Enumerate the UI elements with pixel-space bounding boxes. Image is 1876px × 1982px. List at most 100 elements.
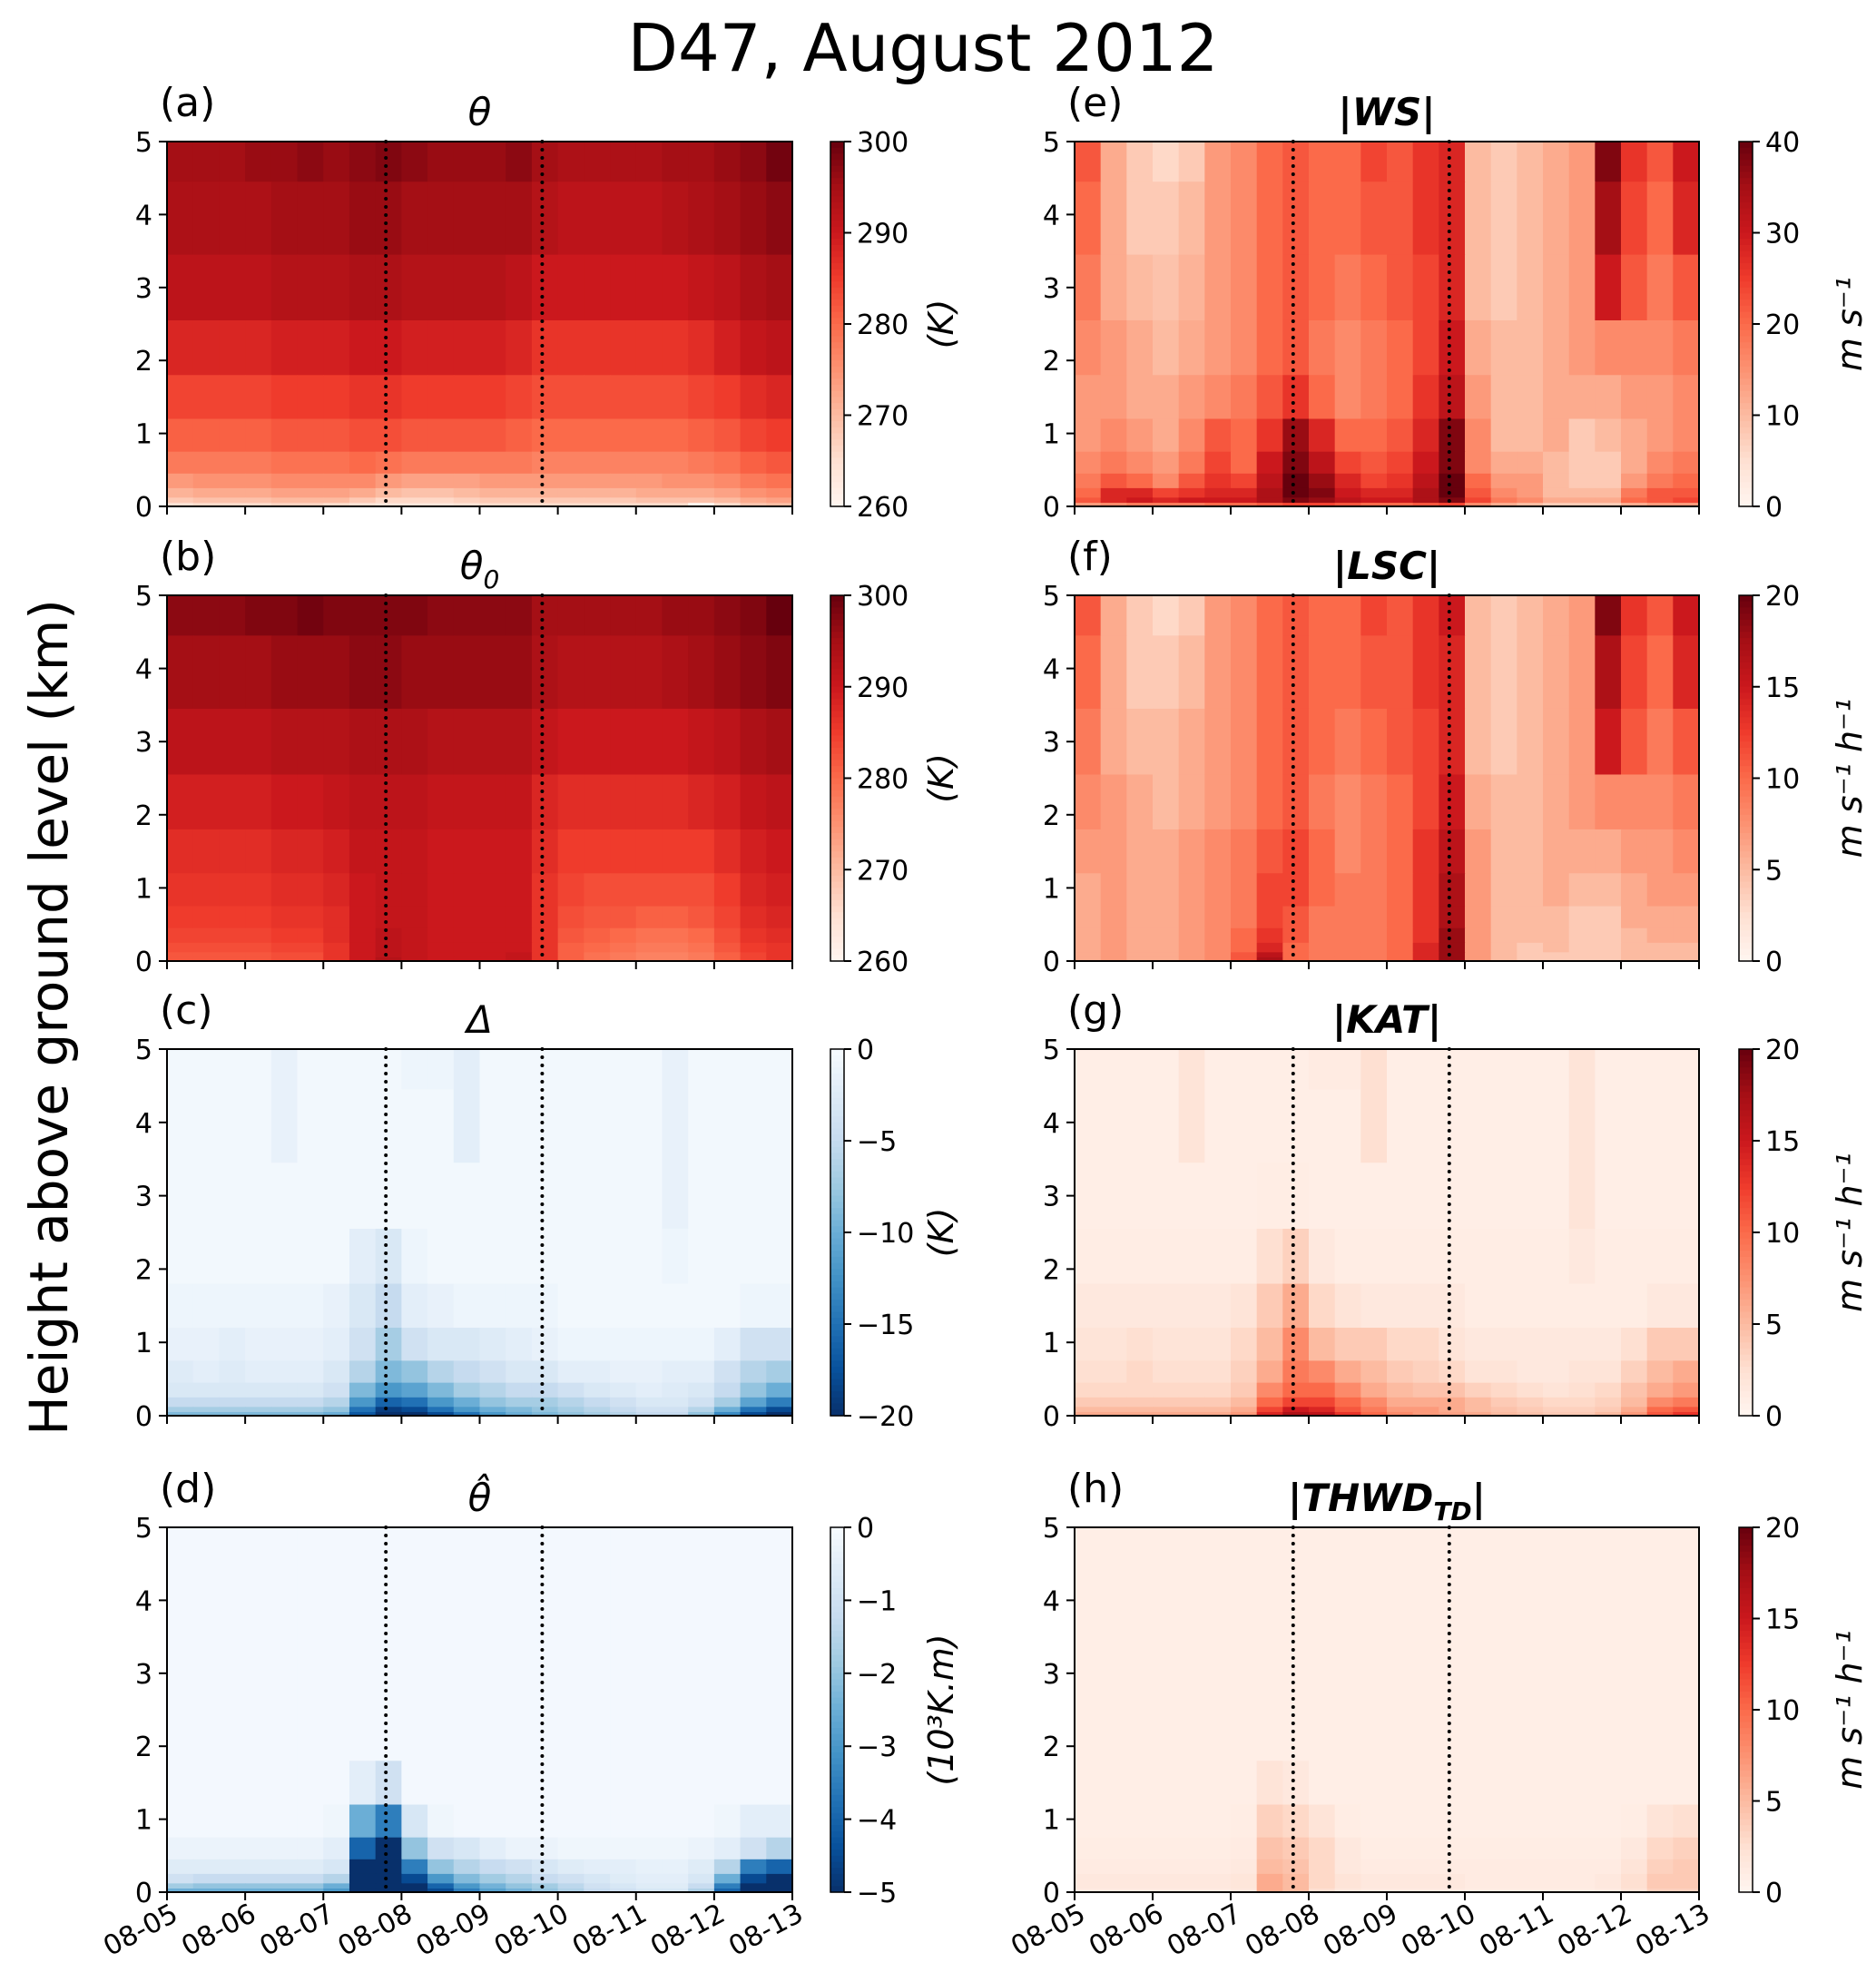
heatmap-cell — [713, 319, 742, 376]
colorbar-segment — [830, 948, 844, 956]
heatmap-cell — [1309, 1527, 1336, 1568]
colorbar-segment — [1739, 1557, 1753, 1565]
colorbar-segment — [830, 1679, 844, 1686]
heatmap-cell — [1309, 952, 1336, 958]
heatmap-cell — [401, 1328, 428, 1361]
heatmap-cell — [662, 829, 689, 874]
heatmap-cell — [270, 1049, 299, 1091]
heatmap-cell — [713, 873, 742, 908]
heatmap-cell — [1153, 829, 1180, 874]
heatmap-cell — [427, 1283, 455, 1329]
heatmap-cell — [1568, 1837, 1596, 1860]
colorbar-segment — [1739, 1183, 1753, 1191]
heatmap-cell — [1282, 487, 1310, 498]
heatmap-cell — [1646, 487, 1674, 498]
heatmap-cell — [479, 927, 506, 944]
heatmap-cell — [1231, 1328, 1258, 1361]
heatmap-cell — [1621, 1873, 1648, 1884]
heatmap-cell — [766, 182, 793, 256]
colorbar-segment — [1739, 1220, 1753, 1227]
colorbar-segment — [830, 1661, 844, 1668]
heatmap-cell — [401, 1283, 428, 1329]
colorbar-segment — [1739, 1879, 1753, 1887]
heatmap-cell — [401, 1640, 428, 1707]
heatmap-cell — [1412, 927, 1439, 944]
heatmap-cell — [453, 1382, 481, 1398]
heatmap-cell — [584, 142, 611, 182]
heatmap-cell — [531, 927, 559, 944]
colorbar-segment — [1739, 1391, 1753, 1398]
heatmap-cell — [766, 1407, 793, 1413]
heatmap-cell — [557, 1640, 584, 1707]
heatmap-cell — [531, 473, 559, 489]
heatmap-cell — [1282, 502, 1310, 507]
y-tick-label: 1 — [135, 1805, 152, 1837]
heatmap-cell — [1309, 774, 1336, 830]
heatmap-cell — [1334, 1407, 1361, 1413]
heatmap-cell — [1439, 1527, 1466, 1568]
heatmap-cell — [427, 473, 455, 489]
colorbar-segment — [1739, 348, 1753, 356]
heatmap-cell — [610, 873, 637, 908]
colorbar-segment — [830, 275, 844, 282]
x-tick-label: 08-06 — [176, 1898, 260, 1963]
heatmap-cell — [401, 1567, 428, 1642]
heatmap-cell — [1465, 142, 1492, 182]
heatmap-cell — [1517, 1883, 1544, 1889]
heatmap-cell — [584, 1705, 611, 1761]
heatmap-cell — [1231, 829, 1258, 874]
heatmap-cell — [1153, 319, 1180, 376]
heatmap-cell — [323, 502, 350, 507]
heatmap-cell — [479, 1527, 506, 1568]
heatmap-cell — [192, 873, 221, 908]
colorbar-segment — [830, 1244, 844, 1251]
heatmap-cell — [427, 1049, 455, 1091]
colorbar-segment — [1739, 372, 1753, 379]
heatmap-cell — [219, 451, 246, 475]
heatmap-cell — [688, 942, 715, 953]
heatmap-cell — [1387, 1837, 1414, 1860]
heatmap-cell — [1595, 142, 1622, 182]
heatmap-cell — [427, 1761, 455, 1806]
heatmap-cell — [610, 1328, 637, 1361]
colorbar-segment — [1739, 1673, 1753, 1681]
heatmap-cell — [688, 1382, 715, 1398]
colorbar-segment — [1739, 287, 1753, 295]
heatmap-cell — [635, 942, 663, 953]
heatmap-cell — [349, 1283, 377, 1329]
heatmap-cell — [427, 1228, 455, 1285]
colorbar-segment — [830, 1545, 844, 1553]
heatmap-cell — [479, 1089, 506, 1163]
heatmap-cell — [1309, 942, 1336, 953]
heatmap-cell — [766, 829, 793, 874]
heatmap-cell — [1543, 418, 1570, 453]
heatmap-cell — [531, 635, 559, 710]
heatmap-cell — [192, 1360, 221, 1384]
colorbar-segment — [1739, 1843, 1753, 1850]
heatmap-cell — [557, 1873, 584, 1884]
colorbar-segment — [830, 390, 844, 397]
heatmap-cell — [1412, 182, 1439, 256]
heatmap-cell — [427, 1883, 455, 1889]
heatmap-cell — [1126, 906, 1154, 929]
heatmap-cell — [713, 1407, 742, 1413]
colorbar-segment — [1739, 906, 1753, 913]
heatmap-cell — [1387, 502, 1414, 507]
heatmap-cell — [1075, 1089, 1102, 1163]
heatmap-cell — [1595, 1407, 1622, 1413]
heatmap-cell — [610, 502, 637, 507]
heatmap-cell — [1256, 927, 1283, 944]
colorbar-segment — [830, 1612, 844, 1620]
heatmap-cell — [192, 1407, 221, 1413]
heatmap-cell — [401, 473, 428, 489]
heatmap-cell — [1595, 1527, 1622, 1568]
heatmap-cell — [1256, 1859, 1283, 1875]
heatmap-cell — [1334, 1360, 1361, 1384]
heatmap-cell — [688, 142, 715, 182]
heatmap-cell — [766, 906, 793, 929]
heatmap-cell — [1646, 1888, 1674, 1893]
colorbar-segment — [1739, 735, 1753, 742]
heatmap-cell — [1646, 957, 1674, 962]
